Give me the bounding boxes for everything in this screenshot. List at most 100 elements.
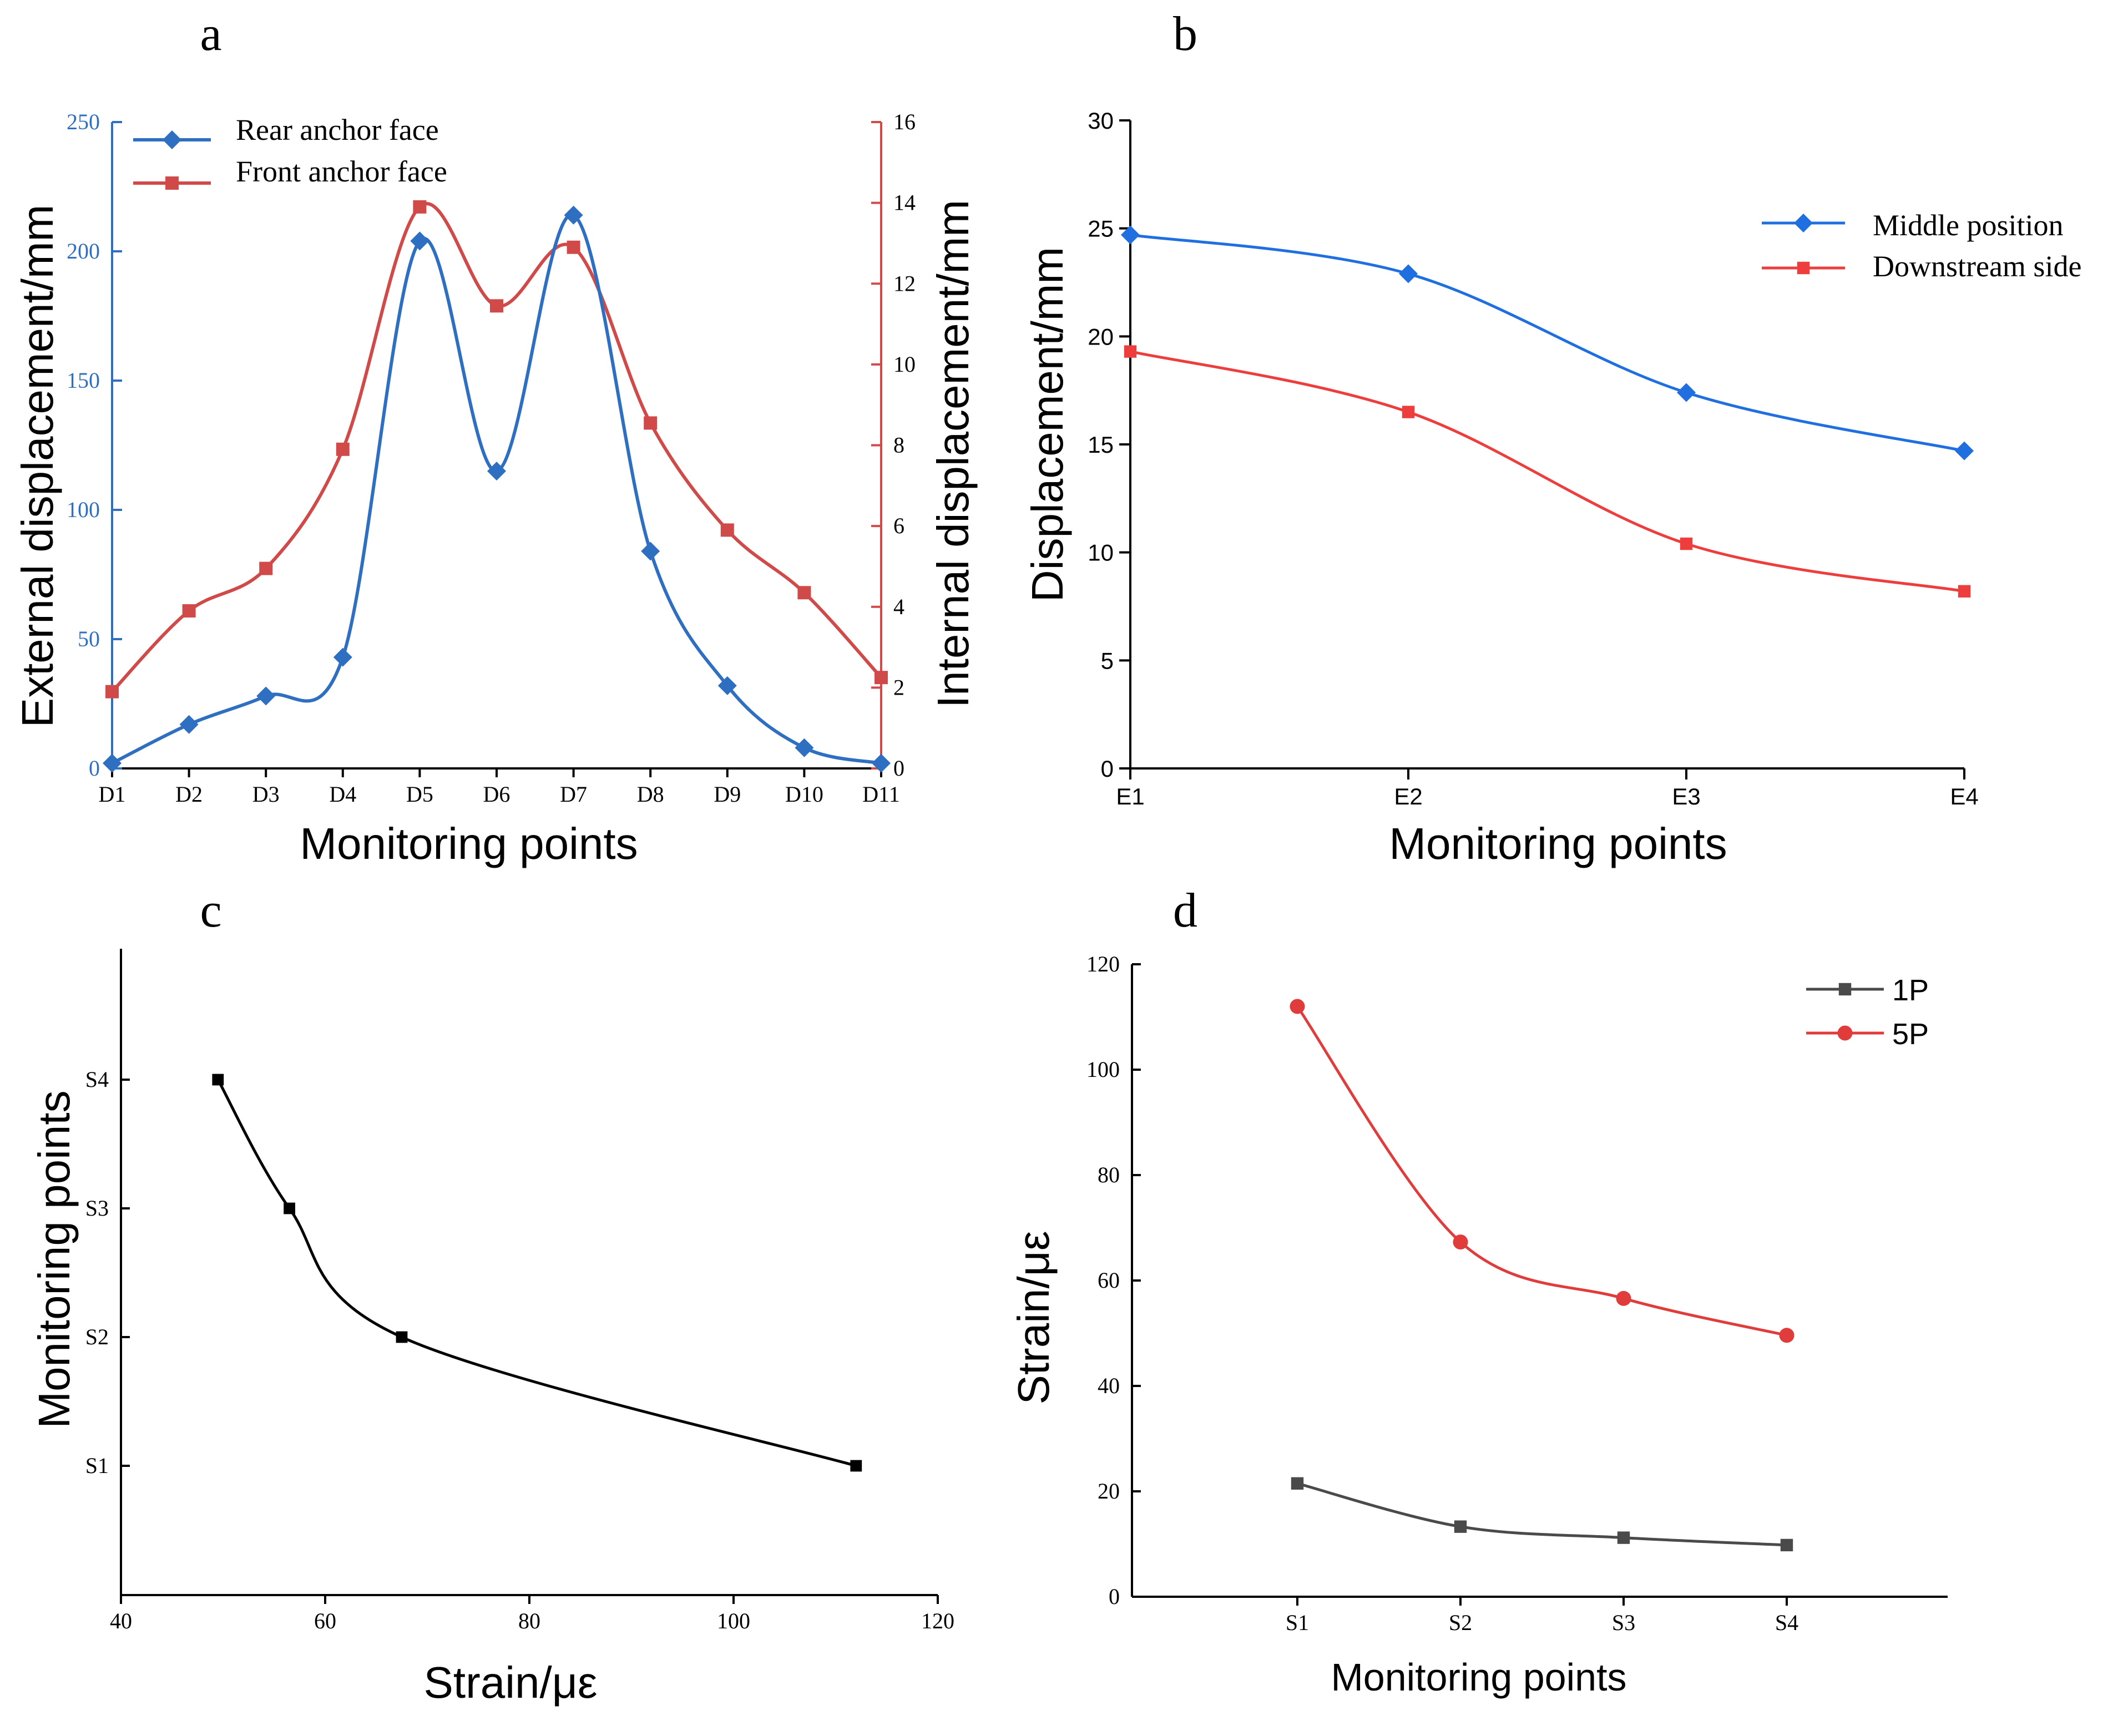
- y-tick-label: 5: [1101, 647, 1114, 674]
- point-front-anchor-face: [336, 442, 350, 456]
- x-axis-title: Monitoring points: [1389, 819, 1727, 868]
- x-tick-label: 40: [110, 1608, 132, 1633]
- point-downstream-side: [1680, 537, 1693, 550]
- y-tick-label: 30: [1088, 108, 1114, 134]
- x-tick-label: S4: [1775, 1610, 1798, 1635]
- point-front-anchor-face: [182, 604, 196, 618]
- point-front-anchor-face: [720, 523, 734, 537]
- series-line-downstream-side: [1130, 350, 1965, 593]
- point-front-anchor-face: [105, 685, 119, 699]
- x-tick-label: D11: [862, 782, 899, 807]
- x-tick-label: D4: [329, 782, 356, 807]
- x-tick-label: D9: [714, 782, 741, 807]
- y-tick-label: 10: [1088, 540, 1114, 566]
- point-middle-position: [1121, 225, 1140, 245]
- point-downstream-side: [1124, 345, 1137, 358]
- legend-marker-rear: [163, 130, 181, 149]
- point-5p: [1453, 1234, 1468, 1250]
- legend-marker-middle: [1794, 214, 1813, 232]
- point-1p: [1454, 1520, 1467, 1533]
- chart-d: d 0 20 40 60 80 100 120 S1 S2 S3 S4 Monitoring point…: [1009, 884, 1948, 1699]
- x-axis-title: Monitoring points: [300, 819, 638, 868]
- right-tick-label: 16: [893, 109, 916, 134]
- y-tick-label: S1: [85, 1453, 109, 1478]
- left-tick-label: 0: [89, 756, 100, 781]
- y-axis-title: Strain/με: [1009, 1231, 1058, 1405]
- point-front-anchor-face: [259, 561, 273, 575]
- point-middle-position: [1677, 383, 1696, 402]
- y-tick-label: 60: [1098, 1268, 1120, 1293]
- left-axis-title: External displacement/mm: [13, 205, 62, 728]
- left-tick-label: 150: [67, 368, 100, 393]
- point-downstream-side: [1402, 406, 1415, 418]
- y-axis-title: Monitoring points: [29, 1090, 79, 1428]
- y-tick-label: 15: [1088, 432, 1114, 458]
- x-tick-label: E4: [1950, 783, 1978, 809]
- point-rear-anchor-face: [103, 753, 122, 773]
- point-front-anchor-face: [644, 416, 658, 430]
- series-line-1p: [1297, 1482, 1787, 1547]
- point-strain: [212, 1074, 224, 1086]
- x-tick-label: D2: [175, 782, 203, 807]
- x-tick-label: 120: [921, 1608, 954, 1633]
- point-1p: [1780, 1538, 1793, 1552]
- point-strain: [396, 1331, 408, 1343]
- point-front-anchor-face: [413, 200, 427, 214]
- point-5p: [1616, 1290, 1631, 1306]
- legend-marker-5p: [1837, 1025, 1853, 1041]
- point-middle-position: [1399, 264, 1418, 284]
- point-rear-anchor-face: [795, 738, 814, 757]
- x-tick-label: 100: [717, 1608, 750, 1633]
- y-tick-label: 80: [1098, 1162, 1120, 1187]
- x-tick-label: 80: [518, 1608, 540, 1633]
- right-tick-label: 4: [893, 594, 904, 619]
- x-tick-label: D10: [785, 782, 823, 807]
- left-tick-label: 100: [67, 497, 100, 522]
- point-rear-anchor-face: [564, 205, 583, 225]
- series-line-middle-position: [1130, 233, 1965, 453]
- right-tick-label: 8: [893, 433, 904, 458]
- x-tick-label: D5: [406, 782, 433, 807]
- point-front-anchor-face: [490, 299, 503, 313]
- point-rear-anchor-face: [872, 753, 891, 773]
- point-strain: [284, 1202, 295, 1214]
- panel-label-a: a: [200, 7, 221, 61]
- left-tick-label: 200: [67, 239, 100, 264]
- point-1p: [1291, 1477, 1304, 1490]
- panel-label-b: b: [1173, 7, 1197, 61]
- point-front-anchor-face: [797, 586, 811, 600]
- point-front-anchor-face: [567, 240, 580, 254]
- x-tick-label: D8: [637, 782, 664, 807]
- legend-label-5p: 5P: [1892, 1018, 1929, 1051]
- x-tick-label: D6: [483, 782, 510, 807]
- panel-label-d: d: [1173, 884, 1197, 938]
- point-rear-anchor-face: [641, 541, 660, 561]
- point-rear-anchor-face: [179, 715, 199, 734]
- series-line-strain: [216, 1079, 857, 1467]
- y-tick-label: S3: [85, 1196, 109, 1221]
- point-rear-anchor-face: [487, 462, 506, 481]
- y-tick-label: S2: [85, 1324, 109, 1349]
- legend-marker-downstream: [1797, 261, 1810, 275]
- x-tick-label: D7: [560, 782, 587, 807]
- y-tick-label: 0: [1101, 756, 1114, 782]
- right-tick-label: 12: [893, 271, 916, 296]
- y-tick-label: 120: [1086, 951, 1120, 976]
- chart-c: c 40 60 80 100 120 S1 S2 S3 S4 Strain/με Monitoring…: [29, 884, 954, 1707]
- chart-a: a 0 50 100 150 200 250 0 2 4 6 8 10 12 14 16 D1 D2 D3 D4 D5 D…: [13, 7, 978, 868]
- x-tick-label: S3: [1612, 1610, 1635, 1635]
- right-tick-label: 10: [893, 352, 916, 377]
- point-front-anchor-face: [875, 671, 888, 685]
- legend-marker-front: [165, 176, 179, 190]
- right-tick-label: 0: [893, 756, 904, 781]
- right-tick-label: 2: [893, 675, 904, 700]
- x-tick-label: 60: [314, 1608, 336, 1633]
- legend-label-middle-position: Middle position: [1873, 209, 2064, 242]
- legend-label-downstream-side: Downstream side: [1873, 250, 2081, 283]
- y-tick-label: 20: [1088, 323, 1114, 350]
- point-downstream-side: [1958, 585, 1971, 598]
- series-line-5p: [1296, 1005, 1787, 1337]
- y-axis-title: Displacement/mm: [1023, 247, 1072, 602]
- point-strain: [850, 1460, 862, 1472]
